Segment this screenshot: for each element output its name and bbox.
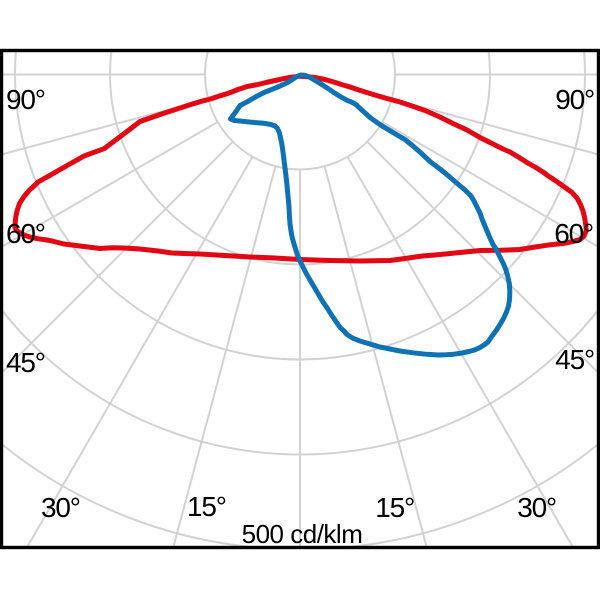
svg-text:30°: 30° <box>41 492 80 523</box>
svg-text:15°: 15° <box>375 492 414 523</box>
svg-text:45°: 45° <box>6 347 45 378</box>
svg-text:90°: 90° <box>6 84 45 115</box>
svg-text:500 cd/klm: 500 cd/klm <box>242 519 363 549</box>
svg-text:60°: 60° <box>6 218 45 249</box>
svg-text:45°: 45° <box>555 344 594 375</box>
svg-text:30°: 30° <box>517 492 556 523</box>
svg-text:15°: 15° <box>187 491 226 522</box>
svg-text:60°: 60° <box>554 218 593 249</box>
svg-text:90°: 90° <box>555 84 594 115</box>
